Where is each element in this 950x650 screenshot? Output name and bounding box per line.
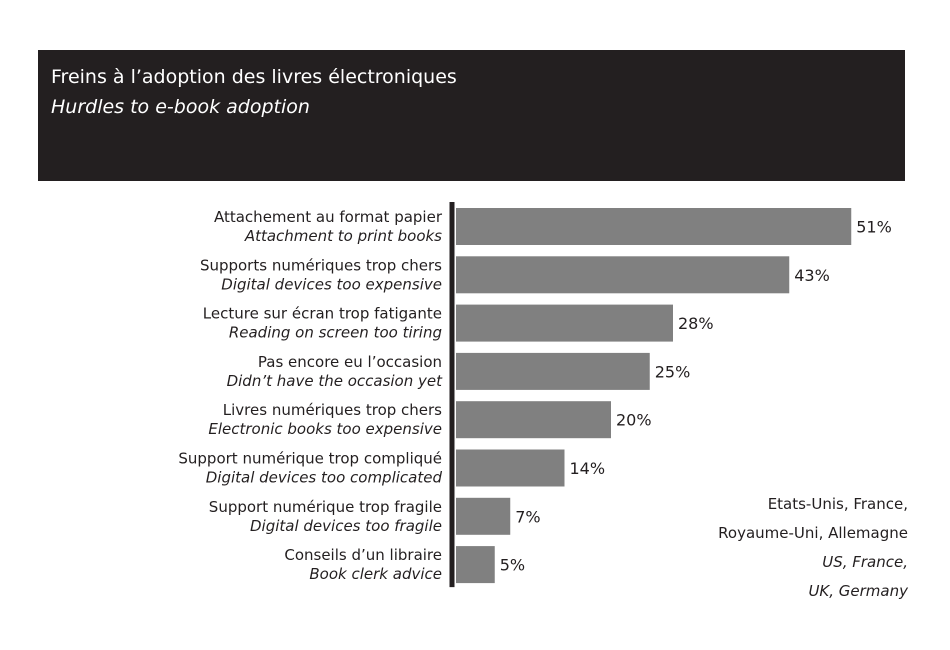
value-label-7: 5%: [500, 556, 525, 575]
category-label-fr-2: Lecture sur écran trop fatigante: [203, 305, 442, 323]
category-label-en-7: Book clerk advice: [309, 565, 442, 583]
category-label-fr-5: Support numérique trop compliqué: [178, 450, 442, 468]
category-label-fr-1: Supports numériques trop chers: [200, 256, 442, 274]
countries-note-en-line2: UK, Germany: [808, 582, 908, 600]
chart-header: Freins à l’adoption des livres électroni…: [38, 50, 905, 181]
category-label-fr-3: Pas encore eu l’occasion: [258, 353, 442, 371]
value-label-2: 28%: [678, 314, 714, 333]
category-label-en-0: Attachment to print books: [244, 227, 442, 245]
countries-note-fr-line1: Etats-Unis, France,: [767, 495, 908, 513]
category-label-fr-6: Support numérique trop fragile: [209, 498, 442, 516]
countries-note-en-line1: US, France,: [822, 553, 908, 571]
chart-title-en: Hurdles to e-book adoption: [51, 96, 310, 118]
value-label-1: 43%: [794, 266, 830, 285]
category-label-en-4: Electronic books too expensive: [208, 420, 442, 438]
category-label-fr-4: Livres numériques trop chers: [223, 401, 442, 419]
countries-note: Etats-Unis, France, Royaume-Uni, Allemag…: [718, 490, 908, 606]
bar-4: [456, 401, 611, 439]
bar-2: [456, 304, 673, 342]
bar-5: [456, 449, 565, 487]
value-label-0: 51%: [856, 218, 892, 237]
category-label-en-3: Didn’t have the occasion yet: [227, 372, 444, 390]
category-label-en-6: Digital devices too fragile: [250, 517, 442, 535]
value-label-5: 14%: [570, 459, 606, 478]
category-label-en-1: Digital devices too expensive: [221, 275, 442, 293]
chart-title-fr: Freins à l’adoption des livres électroni…: [51, 66, 457, 88]
bar-6: [456, 497, 511, 535]
countries-note-fr-line2: Royaume-Uni, Allemagne: [718, 524, 908, 542]
bar-7: [456, 546, 495, 584]
value-label-6: 7%: [515, 507, 540, 526]
value-label-4: 20%: [616, 411, 652, 430]
bar-1: [456, 256, 790, 294]
bar-0: [456, 208, 852, 245]
category-label-fr-7: Conseils d’un libraire: [284, 546, 442, 564]
bar-3: [456, 352, 650, 390]
value-label-3: 25%: [655, 362, 691, 381]
category-label-fr-0: Attachement au format papier: [214, 208, 443, 226]
category-label-en-5: Digital devices too complicated: [206, 469, 443, 487]
category-label-en-2: Reading on screen too tiring: [229, 324, 442, 342]
